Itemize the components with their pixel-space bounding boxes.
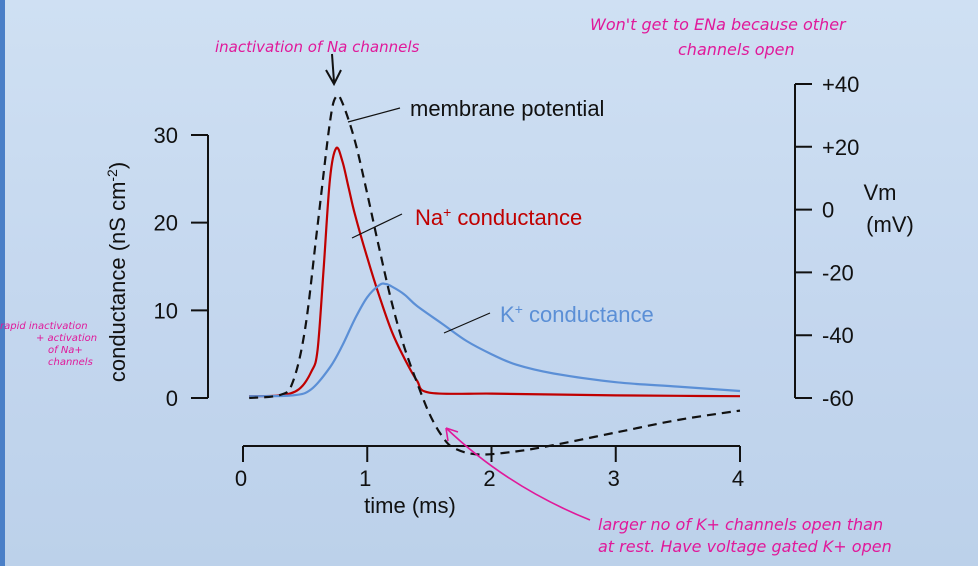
k-series-label: K+ conductance [500,301,654,327]
x-tick-label: 2 [483,466,495,491]
y-left-tick-label: 0 [166,386,178,411]
y-right-tick-label: +20 [822,135,859,160]
annotation-inactivation: inactivation of Na channels [215,38,419,56]
axes-group: 0 10 20 30 +40 +20 0 -20 -40 -60 0 1 2 3 4 [154,72,860,491]
y-left-tick-label: 10 [154,298,178,323]
k-label-sup: + [515,301,523,317]
x-tick-label: 1 [359,466,371,491]
y-left-title-sup: -2 [104,169,120,182]
na-label-leader [351,213,403,239]
na-conductance-line [249,146,741,398]
y-right-tick-label: -20 [822,260,854,285]
k-conductance-line [249,282,741,398]
handwritten-annotations: inactivation of Na channels Won't get to… [0,15,892,556]
na-label-sup: + [443,204,451,220]
y-left-tick-label: 20 [154,211,178,236]
annotation-larger-line1: larger no of K+ channels open than [598,515,883,534]
vm-label-leader [347,107,401,123]
annotation-peak-arrow [325,53,342,87]
annotation-wont-reach-line1: Won't get to ENa because other [590,15,847,34]
y-right-tick-label: 0 [822,198,834,223]
k-label-base: K [500,302,515,327]
y-right-tick-label: -40 [822,323,854,348]
vm-series-label: membrane potential [410,96,604,121]
y-left-title-tail: ) [105,162,130,169]
annotation-rapid-line4: channels [48,357,93,368]
annotation-larger-arrowhead [445,427,459,442]
k-label-tail: conductance [523,302,654,327]
x-axis-title: time (ms) [364,493,456,518]
y-right-axis-title-line1: Vm [864,180,897,205]
y-right-tick-label: -60 [822,386,854,411]
y-right-axis-title-line2: (mV) [866,212,914,237]
annotation-wont-reach-line2: channels open [678,40,795,59]
annotation-larger-line2: at rest. Have voltage gated K+ open [598,537,892,556]
na-label-tail: conductance [451,205,582,230]
annotation-rapid-line3: of Na+ [48,345,83,356]
y-left-axis-title: conductance (nS cm-2) [104,162,130,382]
annotation-rapid-line1: rapid inactivation [0,321,88,332]
x-tick-label: 0 [235,466,247,491]
k-label-leader [443,312,491,334]
y-right-tick-label: +40 [822,72,859,97]
annotation-larger-arrow [445,427,591,521]
membrane-potential-line [249,94,741,456]
y-left-tick-label: 30 [154,123,178,148]
na-label-base: Na [415,205,444,230]
x-tick-label: 4 [732,466,744,491]
y-left-title-base: conductance (nS cm [105,182,130,383]
x-tick-label: 3 [608,466,620,491]
annotation-rapid-line2: + activation [36,333,97,344]
na-series-label: Na+ conductance [415,204,582,230]
left-edge-bar [0,0,5,566]
